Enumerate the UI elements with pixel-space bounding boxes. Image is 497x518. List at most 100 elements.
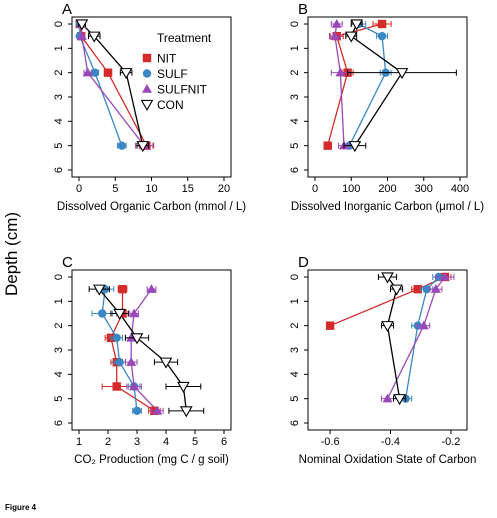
legend-entry-sulfnit: SULFNIT	[157, 83, 208, 97]
legend-marker-sulf	[142, 69, 152, 78]
data-point-con	[348, 141, 362, 153]
data-point-sulfnit	[146, 284, 157, 293]
x-axis-label: CO₂ Production (mg C / g soil)	[74, 454, 229, 466]
data-point-con	[177, 381, 190, 394]
data-point-sulfnit	[129, 308, 140, 318]
data-point-sulf	[98, 309, 107, 318]
x-tick-label: 300	[415, 183, 433, 195]
data-point-sulf	[132, 406, 142, 416]
data-point-nit	[103, 68, 113, 77]
y-tick-label: 2	[53, 323, 65, 329]
panel-label: A	[62, 1, 72, 18]
x-tick-label: 5	[112, 183, 118, 195]
y-tick-label: 4	[53, 118, 65, 124]
panel-c: C 1 2 3 4 5 6 0 1 2 3 4 5 6 CO₂ Production (mg C / g s…	[53, 254, 232, 466]
data-point-sulfnit	[152, 405, 163, 415]
series-line-nit	[327, 23, 383, 146]
data-point-nit	[112, 382, 121, 391]
data-point-sulfnit	[329, 31, 340, 40]
data-point-sulfnit	[331, 19, 342, 28]
x-tick-label: 1	[76, 436, 82, 448]
series-line-con	[98, 288, 187, 411]
data-point-sulf	[115, 357, 124, 367]
x-axis-label: Dissolved Organic Carbon (mmol / L)	[57, 201, 246, 213]
data-point-sulfnit	[126, 357, 137, 366]
data-point-nit	[323, 141, 332, 150]
y-tick-label: 6	[289, 167, 301, 173]
x-tick-label: 100	[342, 183, 360, 195]
legend-entry-sulf: SULF	[157, 67, 188, 81]
y-tick-label: 5	[289, 396, 301, 402]
data-point-con	[350, 19, 364, 31]
y-tick-label: 5	[289, 143, 301, 149]
legend-marker-nit	[142, 53, 152, 63]
y-tick-label: 6	[53, 167, 65, 173]
data-point-nit	[377, 19, 387, 29]
y-axis-title: Depth (cm)	[2, 212, 21, 296]
x-tick-label: 10	[145, 183, 157, 195]
data-point-sulfnit	[418, 320, 429, 330]
series-line-sulfnit	[334, 23, 345, 146]
series-line-nit	[110, 289, 155, 412]
data-point-sulf	[422, 284, 431, 294]
y-tick-label: 4	[289, 118, 301, 124]
data-point-sulfnit	[335, 67, 346, 77]
y-tick-label: 3	[53, 347, 65, 353]
y-tick-label: 2	[289, 70, 301, 76]
legend-entry-con: CON	[157, 98, 184, 112]
x-axis-label: Nominal Oxidation State of Carbon	[299, 454, 477, 466]
x-tick-label: 200	[378, 183, 396, 195]
data-point-con	[344, 31, 358, 43]
x-tick-label: -0.2	[441, 436, 460, 448]
data-point-con	[393, 394, 406, 406]
x-tick-label: 4	[163, 436, 169, 448]
panel-label: C	[62, 254, 73, 271]
x-tick-label: 2	[105, 436, 111, 448]
x-tick-label: 15	[182, 183, 194, 195]
data-point-con	[75, 19, 89, 31]
data-point-con	[130, 333, 144, 345]
x-tick-label: -0.6	[321, 436, 340, 448]
data-point-sulfnit	[82, 67, 93, 77]
data-point-sulfnit	[76, 31, 87, 40]
y-tick-label: 5	[53, 396, 65, 402]
panel-b: B 0 100 200 300 400 0 1 2 3 4 5 6 Dissolved Inorganic…	[289, 1, 484, 213]
x-axis-label: Dissolved Inorganic Carbon (μmol / L)	[291, 201, 484, 213]
y-tick-label: 4	[53, 371, 65, 377]
y-tick-label: 1	[53, 45, 65, 51]
legend-entry-nit: NIT	[157, 52, 177, 66]
panel-a: A 0 5 10 15 20 0 1 2 3 4 5 6 Dissolved Organic Carbon…	[53, 1, 246, 213]
series-line-con	[350, 23, 403, 147]
data-point-sulf	[112, 333, 121, 343]
x-tick-label: 400	[451, 183, 469, 195]
data-point-con	[119, 68, 133, 80]
y-tick-label: 3	[289, 94, 301, 100]
series-line-sulfnit	[80, 23, 145, 147]
y-tick-label: 3	[289, 347, 301, 353]
y-tick-label: 5	[53, 143, 65, 149]
x-tick-label: 0	[312, 183, 318, 195]
series-line-sulf	[404, 276, 440, 399]
data-point-sulfnit	[382, 393, 393, 403]
y-tick-label: 1	[289, 298, 301, 304]
y-tick-label: 0	[289, 274, 301, 280]
x-tick-label: -0.4	[381, 436, 400, 448]
series-line-sulfnit	[130, 288, 158, 412]
y-tick-label: 6	[289, 420, 301, 426]
y-tick-label: 6	[53, 420, 65, 426]
data-point-con	[395, 68, 409, 80]
data-point-nit	[413, 284, 422, 294]
data-point-con	[381, 272, 394, 284]
y-tick-label: 1	[53, 298, 65, 304]
x-tick-label: 3	[134, 436, 140, 448]
y-tick-label: 0	[53, 274, 65, 280]
data-point-sulf	[377, 31, 387, 41]
y-tick-label: 2	[53, 70, 65, 76]
legend-marker-sulfnit	[142, 84, 152, 93]
data-point-con	[159, 357, 173, 369]
series-line-con	[81, 23, 144, 146]
series-line-sulfnit	[386, 276, 446, 399]
data-point-sulfnit	[430, 284, 441, 293]
